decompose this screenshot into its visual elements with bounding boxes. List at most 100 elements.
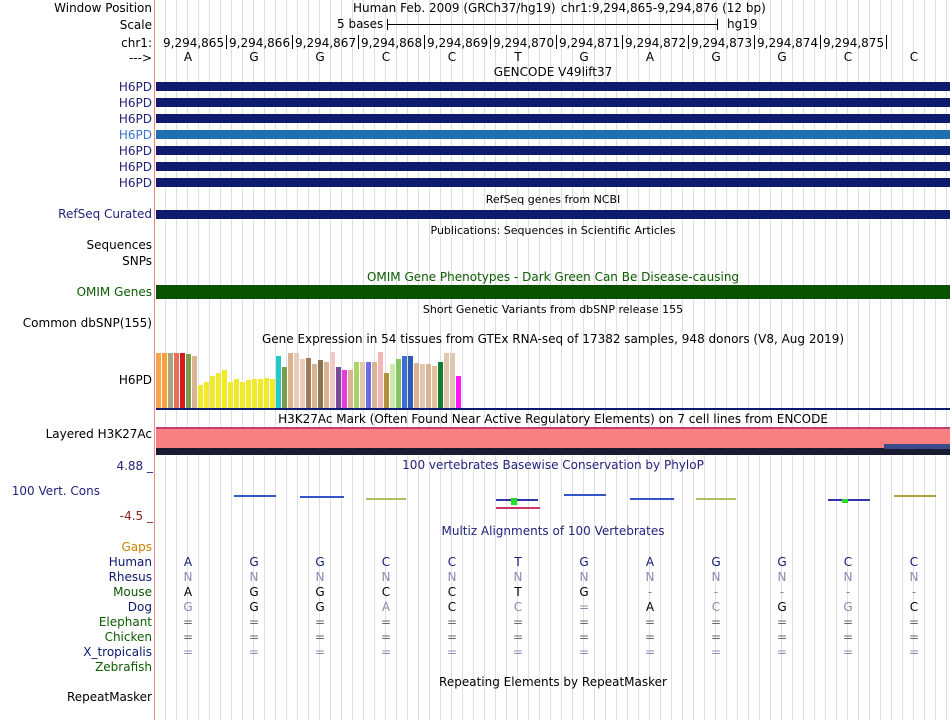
gencode-transcript-label[interactable]: H6PD [118,176,152,190]
gtex-tissue-bar[interactable] [318,360,323,408]
gtex-tissue-bar[interactable] [270,379,275,408]
cons-label[interactable]: 100 Vert. Cons [11,484,100,498]
gtex-tissue-bar[interactable] [252,379,257,408]
h3k27ac-label[interactable]: Layered H3K27Ac [45,427,152,441]
gtex-tissue-bar[interactable] [402,356,407,408]
gtex-tissue-bar[interactable] [240,382,245,408]
gtex-tissue-bar[interactable] [366,362,371,408]
dbsnp-label[interactable]: Common dbSNP(155) [22,316,152,330]
gencode-transcript-label[interactable]: H6PD [118,112,152,126]
gtex-tissue-bar[interactable] [228,382,233,408]
gtex-tissue-bar[interactable] [276,356,281,408]
gtex-tissue-bar[interactable] [258,379,263,408]
gtex-tissue-bar[interactable] [282,367,287,408]
gtex-tissue-bar[interactable] [174,353,179,408]
alignment-base: C [381,585,391,599]
alignment-base: N [315,570,325,584]
gtex-tissue-bar[interactable] [162,353,167,408]
gtex-tissue-bar[interactable] [360,362,365,408]
species-label[interactable]: Chicken [104,630,152,644]
gtex-tissue-bar[interactable] [354,362,359,408]
gencode-transcript-bar[interactable] [156,130,950,139]
refseq-gene-bar[interactable] [156,210,950,219]
omim-label[interactable]: OMIM Genes [76,285,152,299]
gtex-tissue-bar[interactable] [198,385,203,408]
gencode-transcript-bar[interactable] [156,162,950,171]
cons-phylop-plot[interactable] [156,486,950,514]
gtex-tissue-bar[interactable] [378,352,383,408]
reference-base: C [381,50,391,64]
gencode-transcript-label[interactable]: H6PD [118,128,152,142]
gtex-tissue-bar[interactable] [456,376,461,408]
gtex-tissue-bar[interactable] [450,353,455,408]
gtex-tissue-bar[interactable] [294,353,299,408]
gtex-tissue-bar[interactable] [420,364,425,408]
gtex-tissue-bar[interactable] [390,364,395,408]
alignment-base: - [911,585,917,599]
gtex-tissue-bar[interactable] [288,353,293,408]
species-label[interactable]: Elephant [98,615,152,629]
sequences-label[interactable]: Sequences [86,238,152,252]
gtex-tissue-bar[interactable] [204,382,209,408]
gtex-tissue-bar[interactable] [342,370,347,408]
gtex-tissue-bar[interactable] [408,356,413,408]
alignment-base: T [514,555,522,569]
gtex-tissue-bar[interactable] [192,356,197,408]
gtex-expression-bars[interactable] [156,349,950,409]
omim-gene-bar[interactable] [156,285,950,299]
gtex-tissue-bar[interactable] [222,370,227,408]
gtex-tissue-bar[interactable] [396,359,401,408]
alignment-base: G [315,555,325,569]
gencode-transcript-label[interactable]: H6PD [118,144,152,158]
gtex-tissue-bar[interactable] [384,373,389,408]
gtex-tissue-bar[interactable] [246,380,251,408]
position-tick [358,35,359,49]
alignment-base: N [447,570,457,584]
gtex-tissue-bar[interactable] [186,354,191,408]
gtex-tissue-bar[interactable] [210,376,215,408]
gtex-tissue-bar[interactable] [444,353,449,408]
gtex-tissue-bar[interactable] [216,373,221,408]
species-label[interactable]: Zebrafish [95,660,152,674]
position-tick-label: 9,294,869 [427,36,489,50]
snps-label[interactable]: SNPs [122,254,152,268]
gencode-transcript-bar[interactable] [156,178,950,187]
alignment-base: N [645,570,655,584]
species-label[interactable]: Mouse [113,585,152,599]
gencode-transcript-label[interactable]: H6PD [118,80,152,94]
gtex-tissue-bar[interactable] [432,366,437,408]
alignment-base: = [644,630,656,644]
gtex-tissue-bar[interactable] [438,362,443,408]
gtex-tissue-bar[interactable] [306,358,311,408]
gencode-transcript-label[interactable]: H6PD [118,96,152,110]
repeatmasker-label[interactable]: RepeatMasker [66,690,152,704]
species-label[interactable]: Rhesus [108,570,152,584]
gtex-label[interactable]: H6PD [118,373,152,387]
gaps-label[interactable]: Gaps [121,540,152,554]
gtex-tissue-bar[interactable] [168,353,173,408]
gencode-transcript-bar[interactable] [156,98,950,107]
gtex-tissue-bar[interactable] [156,353,161,408]
species-label[interactable]: Dog [127,600,152,614]
gtex-tissue-bar[interactable] [180,353,185,408]
gencode-transcript-label[interactable]: H6PD [118,160,152,174]
gtex-tissue-bar[interactable] [324,362,329,408]
gtex-tissue-bar[interactable] [312,364,317,408]
gtex-tissue-bar[interactable] [372,362,377,408]
gtex-tissue-bar[interactable] [234,379,239,408]
species-label[interactable]: X_tropicalis [83,645,152,659]
gencode-transcript-bar[interactable] [156,114,950,123]
gtex-tissue-bar[interactable] [336,367,341,408]
alignment-base: = [182,615,194,629]
gtex-tissue-bar[interactable] [330,352,335,408]
gtex-tissue-bar[interactable] [426,364,431,408]
gencode-transcript-bar[interactable] [156,82,950,91]
refseq-label[interactable]: RefSeq Curated [58,207,152,221]
gtex-tissue-bar[interactable] [414,363,419,408]
h3k27ac-signal[interactable] [156,428,950,448]
gtex-tissue-bar[interactable] [300,359,305,408]
gtex-tissue-bar[interactable] [264,378,269,408]
gencode-transcript-bar[interactable] [156,146,950,155]
gtex-tissue-bar[interactable] [348,370,353,408]
species-label[interactable]: Human [108,555,152,569]
